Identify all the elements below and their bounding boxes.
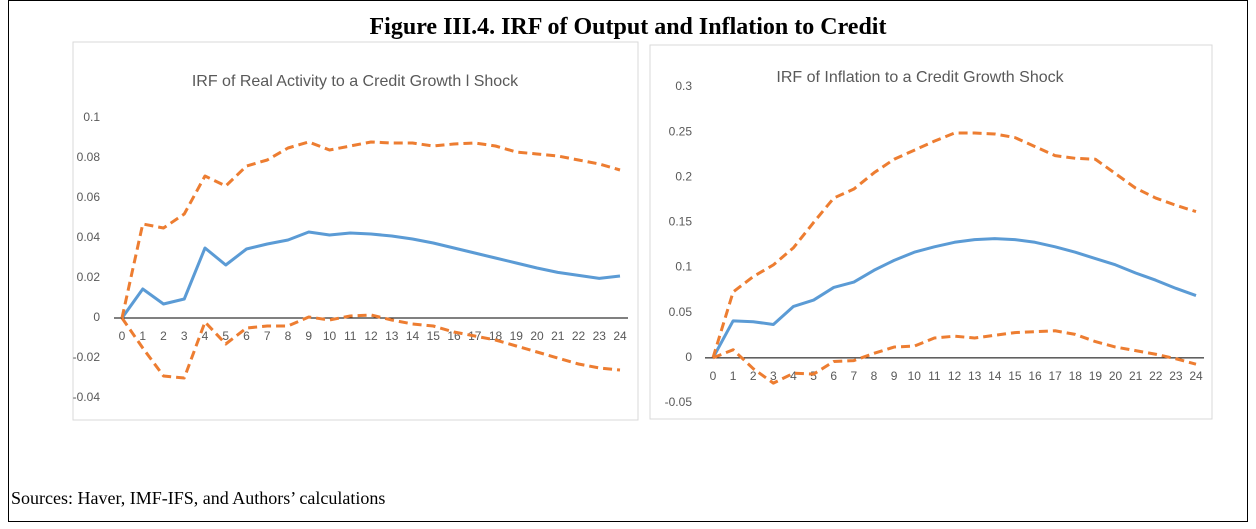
x-tick-label: 9 xyxy=(305,329,312,343)
y-tick-label: 0.05 xyxy=(669,305,693,319)
y-tick-label: -0.02 xyxy=(73,350,101,364)
x-tick-label: 24 xyxy=(1189,369,1203,383)
x-tick-label: 21 xyxy=(551,329,565,343)
y-tick-label: 0.15 xyxy=(669,215,693,229)
y-tick-label: 0.1 xyxy=(83,110,100,124)
series-line xyxy=(120,230,621,319)
y-tick-label: 0 xyxy=(93,310,100,324)
x-tick-label: 16 xyxy=(1028,369,1042,383)
x-tick-label: 1 xyxy=(139,329,146,343)
y-tick-label: 0.1 xyxy=(675,260,692,274)
series-line xyxy=(712,329,1197,385)
x-tick-label: 15 xyxy=(427,329,441,343)
y-tick-label: -0.05 xyxy=(665,395,693,409)
x-tick-label: 4 xyxy=(790,369,797,383)
x-tick-label: 2 xyxy=(160,329,167,343)
y-tick-label: 0.04 xyxy=(77,230,101,244)
x-tick-label: 15 xyxy=(1008,369,1022,383)
x-tick-label: 7 xyxy=(851,369,858,383)
x-tick-label: 18 xyxy=(1069,369,1083,383)
x-tick-label: 8 xyxy=(285,329,292,343)
series-line xyxy=(711,131,1197,359)
series-line xyxy=(120,313,621,380)
x-tick-label: 3 xyxy=(770,369,777,383)
x-tick-label: 10 xyxy=(323,329,337,343)
x-tick-label: 14 xyxy=(988,369,1002,383)
x-tick-label: 21 xyxy=(1129,369,1143,383)
y-tick-label: 0.08 xyxy=(77,150,101,164)
x-tick-label: 6 xyxy=(830,369,837,383)
x-tick-label: 13 xyxy=(968,369,982,383)
x-tick-label: 0 xyxy=(710,369,717,383)
x-tick-label: 23 xyxy=(593,329,607,343)
x-tick-label: 19 xyxy=(1089,369,1103,383)
x-tick-label: 20 xyxy=(1109,369,1123,383)
x-tick-label: 11 xyxy=(928,369,941,383)
x-tick-label: 22 xyxy=(1149,369,1163,383)
x-tick-label: 12 xyxy=(948,369,962,383)
series-line xyxy=(120,140,621,319)
x-tick-label: 10 xyxy=(908,369,922,383)
x-tick-label: 12 xyxy=(364,329,378,343)
x-tick-label: 5 xyxy=(222,329,229,343)
x-tick-label: 4 xyxy=(202,329,209,343)
panel xyxy=(72,41,639,421)
x-tick-label: 7 xyxy=(264,329,271,343)
y-tick-label: 0.3 xyxy=(675,79,692,93)
x-tick-label: 19 xyxy=(510,329,524,343)
x-tick-label: 23 xyxy=(1169,369,1183,383)
y-tick-label: 0.02 xyxy=(77,270,101,284)
series-line xyxy=(711,237,1197,359)
x-tick-label: 20 xyxy=(530,329,544,343)
chart-title: IRF of Real Activity to a Credit Growth … xyxy=(192,73,519,90)
x-tick-label: 24 xyxy=(613,329,627,343)
x-tick-label: 8 xyxy=(871,369,878,383)
panel xyxy=(649,44,1213,420)
x-tick-label: 3 xyxy=(181,329,188,343)
x-tick-label: 22 xyxy=(572,329,586,343)
chart-title: IRF of Inflation to a Credit Growth Shoc… xyxy=(776,69,1064,86)
y-tick-label: -0.04 xyxy=(73,390,101,404)
x-tick-label: 6 xyxy=(243,329,250,343)
x-tick-label: 5 xyxy=(810,369,817,383)
figure-frame xyxy=(8,0,1248,522)
source-note: Sources: Haver, IMF-IFS, and Authors’ ca… xyxy=(11,488,386,508)
x-tick-label: 13 xyxy=(385,329,399,343)
y-tick-label: 0.2 xyxy=(675,169,692,183)
x-tick-label: 17 xyxy=(1048,369,1062,383)
figure-title: Figure III.4. IRF of Output and Inflatio… xyxy=(369,14,887,40)
x-tick-label: 2 xyxy=(750,369,757,383)
x-tick-label: 1 xyxy=(730,369,737,383)
y-tick-label: 0 xyxy=(685,350,692,364)
x-tick-label: 0 xyxy=(119,329,126,343)
x-tick-label: 11 xyxy=(344,329,357,343)
y-tick-label: 0.25 xyxy=(669,124,693,138)
x-tick-label: 9 xyxy=(891,369,898,383)
x-tick-label: 14 xyxy=(406,329,420,343)
y-tick-label: 0.06 xyxy=(77,190,101,204)
